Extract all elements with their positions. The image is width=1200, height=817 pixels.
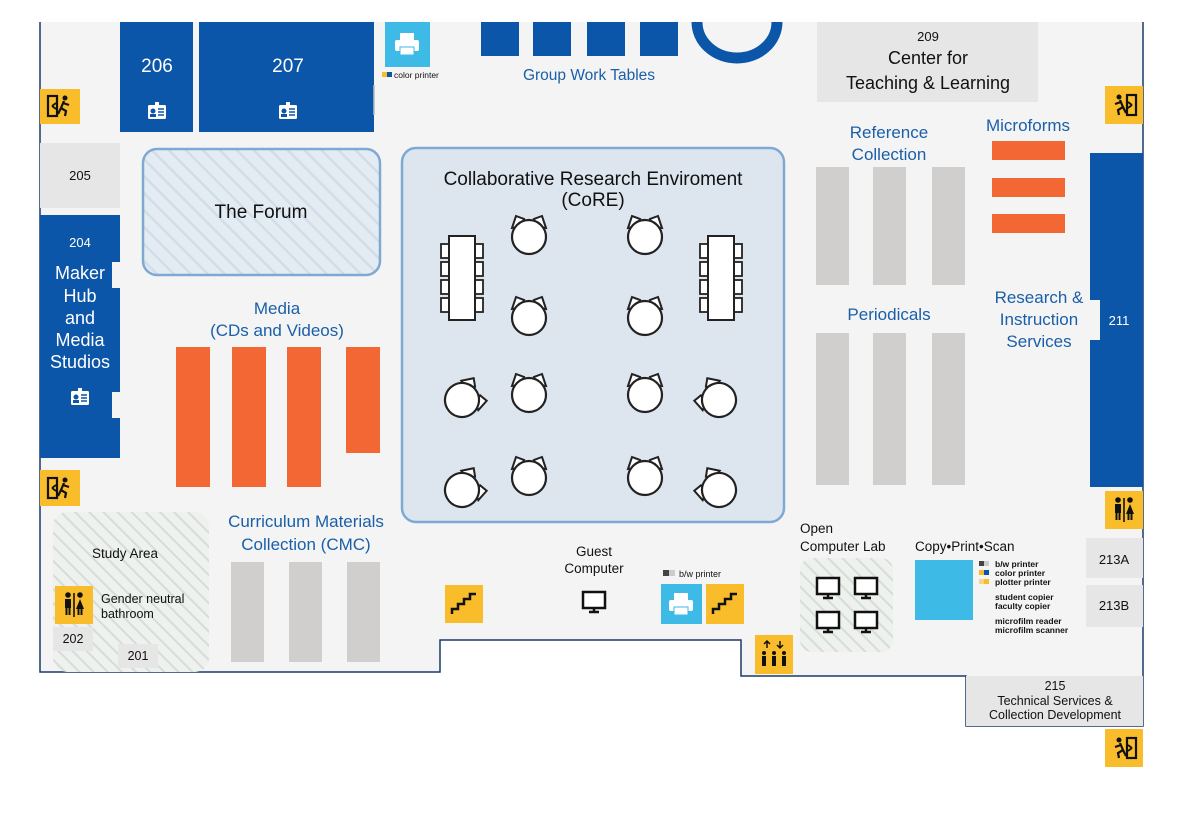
svg-text:Instruction: Instruction (1000, 310, 1078, 329)
svg-text:Collection Development: Collection Development (989, 708, 1122, 722)
guest-computer[interactable]: Guest Computer (564, 544, 624, 614)
open-computer-lab[interactable]: Open Computer Lab (800, 521, 893, 652)
svg-text:211: 211 (1109, 313, 1130, 328)
group-work-tables[interactable]: Group Work Tables (481, 21, 783, 84)
svg-text:Computer: Computer (564, 561, 624, 576)
computer-icon (853, 610, 879, 634)
svg-text:202: 202 (63, 632, 84, 646)
computer-icon (853, 576, 879, 600)
svg-text:Hub: Hub (63, 286, 96, 306)
elevator-icon (762, 639, 786, 666)
media-collection[interactable]: Media (CDs and Videos) (176, 299, 380, 487)
svg-text:Group Work Tables: Group Work Tables (523, 67, 655, 84)
the-forum[interactable]: The Forum (141, 147, 382, 277)
study-area[interactable]: Study Area Gender neutral bathroom 202 2… (53, 512, 209, 672)
svg-text:microfilm reader: microfilm reader (995, 616, 1062, 626)
svg-text:color printer: color printer (995, 568, 1046, 578)
svg-text:Periodicals: Periodicals (847, 305, 930, 324)
svg-text:213B: 213B (1099, 598, 1129, 613)
svg-text:Computer Lab: Computer Lab (800, 539, 886, 554)
exit-bottom-right (1105, 729, 1143, 767)
computer-icon (815, 576, 841, 600)
svg-text:(CoRE): (CoRE) (561, 190, 624, 211)
computer-icon (815, 610, 841, 634)
svg-text:bathroom: bathroom (101, 607, 154, 621)
core-area[interactable]: Collaborative Research Enviroment (CoRE) (400, 146, 786, 524)
room-204[interactable]: 204 Maker Hub and Media Studios (40, 215, 120, 458)
research-instruction-services[interactable]: Research & Instruction Services (995, 288, 1084, 351)
color-printer[interactable]: color printer (382, 22, 439, 80)
room-215[interactable]: 215 Technical Services & Collection Deve… (966, 676, 1143, 726)
room-213b[interactable]: 213B (1086, 585, 1143, 627)
computer-icon (581, 590, 607, 614)
exit-mid-left (40, 470, 80, 506)
svg-text:b/w printer: b/w printer (679, 569, 721, 579)
svg-text:color printer: color printer (394, 70, 439, 80)
svg-text:207: 207 (272, 56, 304, 77)
periodicals[interactable]: Periodicals (816, 305, 965, 485)
exit-top-right (1105, 86, 1143, 124)
svg-text:201: 201 (128, 649, 149, 663)
svg-text:Guest: Guest (576, 544, 612, 559)
room-207[interactable]: 207 (199, 22, 374, 132)
svg-text:Reference: Reference (850, 123, 928, 142)
room-209[interactable]: 209 Center for Teaching & Learning (817, 22, 1038, 102)
copy-print-scan[interactable]: Copy•Print•Scan b/w printer color printe… (915, 539, 1200, 817)
svg-text:(CDs and Videos): (CDs and Videos) (210, 321, 344, 340)
svg-text:Maker: Maker (55, 263, 105, 283)
svg-text:Research &: Research & (995, 288, 1084, 307)
svg-text:Gender neutral: Gender neutral (101, 592, 184, 606)
svg-text:Copy•Print•Scan: Copy•Print•Scan (915, 539, 1015, 554)
svg-text:b/w printer: b/w printer (995, 559, 1039, 569)
svg-text:Collection (CMC): Collection (CMC) (241, 535, 370, 554)
svg-text:204: 204 (69, 235, 91, 250)
svg-text:206: 206 (141, 56, 173, 77)
svg-text:faculty copier: faculty copier (995, 601, 1051, 611)
long-table-left (440, 235, 484, 321)
svg-text:The Forum: The Forum (215, 202, 308, 223)
svg-text:Curriculum Materials: Curriculum Materials (228, 512, 384, 531)
svg-text:Open: Open (800, 521, 833, 536)
svg-text:Collection: Collection (852, 145, 927, 164)
svg-text:Technical Services &: Technical Services & (997, 694, 1113, 708)
room-205[interactable]: 205 (40, 143, 120, 208)
room-213a[interactable]: 213A (1086, 538, 1143, 578)
svg-text:Studios: Studios (50, 352, 110, 372)
curriculum-materials-collection[interactable]: Curriculum Materials Collection (CMC) (228, 512, 384, 662)
restroom-right (1105, 491, 1143, 529)
svg-text:205: 205 (69, 168, 91, 183)
stairs-right (706, 584, 744, 624)
svg-text:209: 209 (917, 29, 939, 44)
svg-text:Center for: Center for (888, 48, 968, 68)
elevator (755, 635, 793, 674)
reference-collection[interactable]: Reference Collection (816, 123, 965, 285)
svg-text:Media: Media (55, 330, 105, 350)
svg-text:Microforms: Microforms (986, 116, 1070, 135)
svg-text:Teaching & Learning: Teaching & Learning (846, 73, 1010, 93)
room-211[interactable]: 211 (1090, 153, 1143, 487)
stairs-left (445, 585, 483, 623)
svg-text:student copier: student copier (995, 592, 1054, 602)
microforms[interactable]: Microforms (986, 116, 1070, 233)
svg-text:Media: Media (254, 299, 301, 318)
long-table-right (699, 235, 743, 321)
svg-text:Services: Services (1006, 332, 1071, 351)
svg-text:Collaborative Research Envirom: Collaborative Research Enviroment (444, 169, 744, 190)
svg-text:and: and (65, 308, 95, 328)
svg-text:213A: 213A (1099, 552, 1130, 567)
svg-text:215: 215 (1045, 679, 1066, 693)
room-206[interactable]: 206 (120, 22, 193, 132)
exit-top-left (40, 89, 80, 124)
svg-text:plotter printer: plotter printer (995, 577, 1051, 587)
svg-text:microfilm scanner: microfilm scanner (995, 625, 1069, 635)
bw-printer[interactable]: b/w printer (661, 569, 721, 624)
svg-text:Study Area: Study Area (92, 546, 159, 561)
